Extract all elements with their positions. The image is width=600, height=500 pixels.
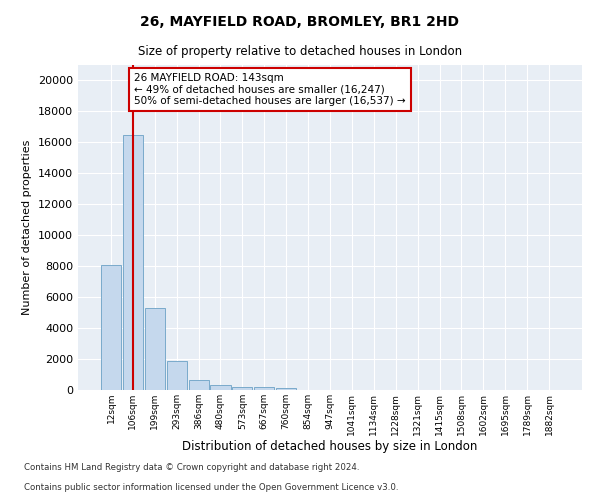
Bar [211, 385, 230, 390]
Bar [276, 388, 296, 390]
Bar [232, 387, 253, 390]
X-axis label: Distribution of detached houses by size in London: Distribution of detached houses by size … [182, 440, 478, 454]
Bar [167, 362, 187, 390]
Bar [254, 388, 274, 390]
Text: Contains HM Land Registry data © Crown copyright and database right 2024.: Contains HM Land Registry data © Crown c… [24, 464, 359, 472]
Y-axis label: Number of detached properties: Number of detached properties [22, 140, 32, 315]
Text: 26 MAYFIELD ROAD: 143sqm
← 49% of detached houses are smaller (16,247)
50% of se: 26 MAYFIELD ROAD: 143sqm ← 49% of detach… [134, 72, 406, 106]
Bar [145, 308, 165, 390]
Bar [101, 266, 121, 390]
Bar [123, 134, 143, 390]
Text: 26, MAYFIELD ROAD, BROMLEY, BR1 2HD: 26, MAYFIELD ROAD, BROMLEY, BR1 2HD [140, 15, 460, 29]
Text: Size of property relative to detached houses in London: Size of property relative to detached ho… [138, 45, 462, 58]
Bar [188, 380, 209, 390]
Text: Contains public sector information licensed under the Open Government Licence v3: Contains public sector information licen… [24, 484, 398, 492]
